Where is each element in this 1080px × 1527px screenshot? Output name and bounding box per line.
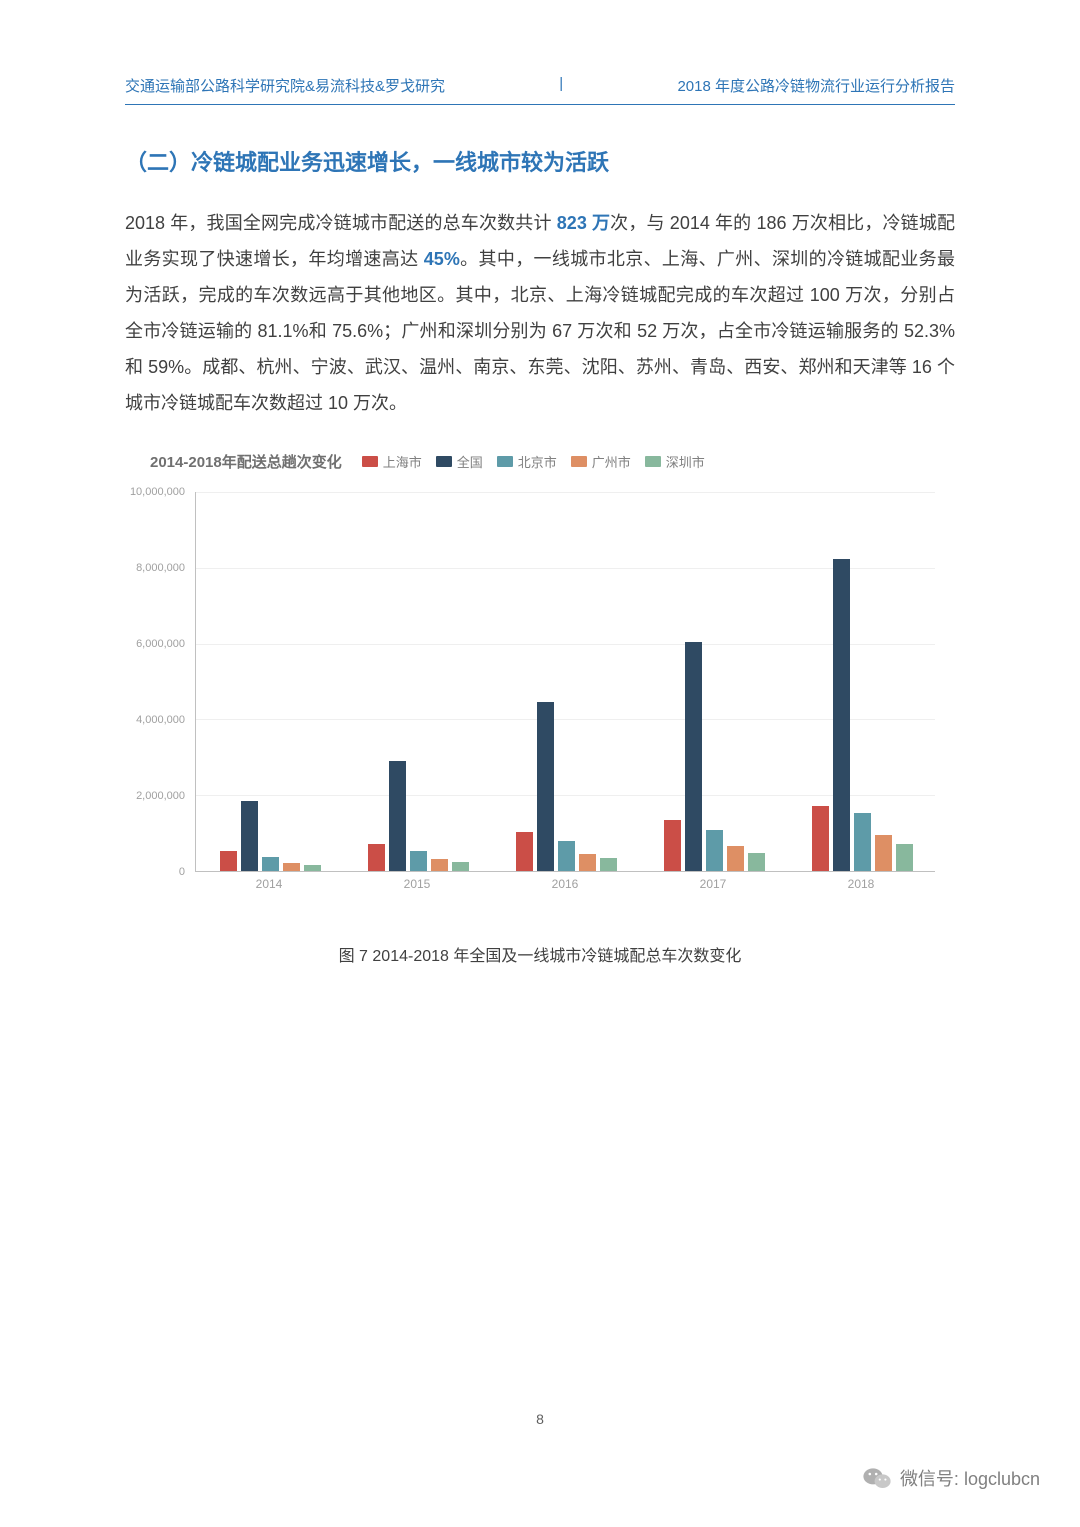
chart-bar xyxy=(875,835,892,871)
chart-header: 2014-2018年配送总趟次变化 上海市 全国 北京市 广州市 深圳市 xyxy=(125,451,955,472)
chart-bar xyxy=(706,830,723,871)
page-header: 交通运输部公路科学研究院&易流科技&罗戈研究 | 2018 年度公路冷链物流行业… xyxy=(125,75,955,105)
legend-swatch xyxy=(436,456,452,467)
body-text-1a: 2018 年，我国全网完成冷链城市配送的总车次数共计 xyxy=(125,213,557,233)
chart-plot xyxy=(195,492,935,872)
legend-label: 北京市 xyxy=(518,452,557,471)
chart-bar xyxy=(812,806,829,871)
chart-bar xyxy=(833,559,850,871)
legend-swatch xyxy=(571,456,587,467)
chart-caption: 图 7 2014-2018 年全国及一线城市冷链城配总车次数变化 xyxy=(125,942,955,966)
watermark: 微信号: logclubcn xyxy=(862,1465,1040,1491)
chart-bar xyxy=(664,820,681,871)
highlight-1: 823 万 xyxy=(557,213,610,233)
chart-legend: 上海市 全国 北京市 广州市 深圳市 xyxy=(362,452,705,471)
header-separator: | xyxy=(559,75,563,96)
gridline xyxy=(196,719,935,720)
chart-bar xyxy=(410,851,427,871)
chart-bar xyxy=(262,857,279,871)
gridline xyxy=(196,795,935,796)
legend-item: 全国 xyxy=(436,452,483,471)
x-tick-label: 2014 xyxy=(256,877,283,891)
chart-bar xyxy=(389,761,406,871)
chart-bar xyxy=(283,863,300,871)
legend-label: 广州市 xyxy=(592,452,631,471)
highlight-2: 45% xyxy=(424,249,460,269)
header-left: 交通运输部公路科学研究院&易流科技&罗戈研究 xyxy=(125,75,445,96)
wechat-icon xyxy=(862,1466,892,1490)
chart-bar xyxy=(431,859,448,871)
x-axis-labels: 2014 2015 2016 2017 2018 xyxy=(195,877,935,897)
body-paragraph: 2018 年，我国全网完成冷链城市配送的总车次数共计 823 万次，与 2014… xyxy=(125,205,955,421)
chart-container: 2014-2018年配送总趟次变化 上海市 全国 北京市 广州市 深圳市 0 2,000,… xyxy=(125,451,955,902)
chart-bar xyxy=(748,853,765,871)
y-tick-label: 6,000,000 xyxy=(136,638,185,650)
legend-label: 深圳市 xyxy=(666,452,705,471)
y-tick-label: 0 xyxy=(179,866,185,878)
gridline xyxy=(196,644,935,645)
chart-bar xyxy=(896,844,913,871)
chart-bar xyxy=(727,846,744,871)
legend-swatch xyxy=(362,456,378,467)
section-title: （二）冷链城配业务迅速增长，一线城市较为活跃 xyxy=(125,145,955,177)
legend-item: 北京市 xyxy=(497,452,557,471)
chart-bar xyxy=(854,813,871,871)
chart-bar xyxy=(558,841,575,871)
chart-bar xyxy=(368,844,385,871)
header-right: 2018 年度公路冷链物流行业运行分析报告 xyxy=(677,75,955,96)
watermark-text: 微信号: logclubcn xyxy=(900,1465,1040,1491)
chart-title: 2014-2018年配送总趟次变化 xyxy=(150,451,342,472)
chart-bar xyxy=(304,865,321,871)
legend-item: 上海市 xyxy=(362,452,422,471)
chart-bar xyxy=(579,854,596,871)
y-axis: 02,000,0004,000,0006,000,0008,000,00010,… xyxy=(125,492,190,872)
document-page: 交通运输部公路科学研究院&易流科技&罗戈研究 | 2018 年度公路冷链物流行业… xyxy=(0,0,1080,1026)
chart-bar xyxy=(600,858,617,871)
legend-swatch xyxy=(497,456,513,467)
legend-item: 广州市 xyxy=(571,452,631,471)
x-tick-label: 2016 xyxy=(552,877,579,891)
body-text-1c: 。其中，一线城市北京、上海、广州、深圳的冷链城配业务最为活跃，完成的车次数远高于… xyxy=(125,249,955,413)
chart-bar xyxy=(537,702,554,871)
x-tick-label: 2015 xyxy=(404,877,431,891)
y-tick-label: 2,000,000 xyxy=(136,790,185,802)
chart-area: 0 2,000,000 4,000,000 6,000,000 8,000,000 10,… xyxy=(125,482,955,902)
y-tick-label: 8,000,000 xyxy=(136,562,185,574)
y-tick-label: 4,000,000 xyxy=(136,714,185,726)
x-tick-label: 2018 xyxy=(848,877,875,891)
chart-bar xyxy=(452,862,469,871)
chart-bar xyxy=(516,832,533,871)
chart-bar xyxy=(241,801,258,871)
gridline xyxy=(196,492,935,493)
gridline xyxy=(196,568,935,569)
y-tick-label: 10,000,000 xyxy=(130,486,185,498)
page-number: 8 xyxy=(536,1411,544,1427)
legend-item: 深圳市 xyxy=(645,452,705,471)
legend-swatch xyxy=(645,456,661,467)
legend-label: 上海市 xyxy=(383,452,422,471)
legend-label: 全国 xyxy=(457,452,483,471)
x-tick-label: 2017 xyxy=(700,877,727,891)
chart-bar xyxy=(685,642,702,871)
chart-bar xyxy=(220,851,237,871)
